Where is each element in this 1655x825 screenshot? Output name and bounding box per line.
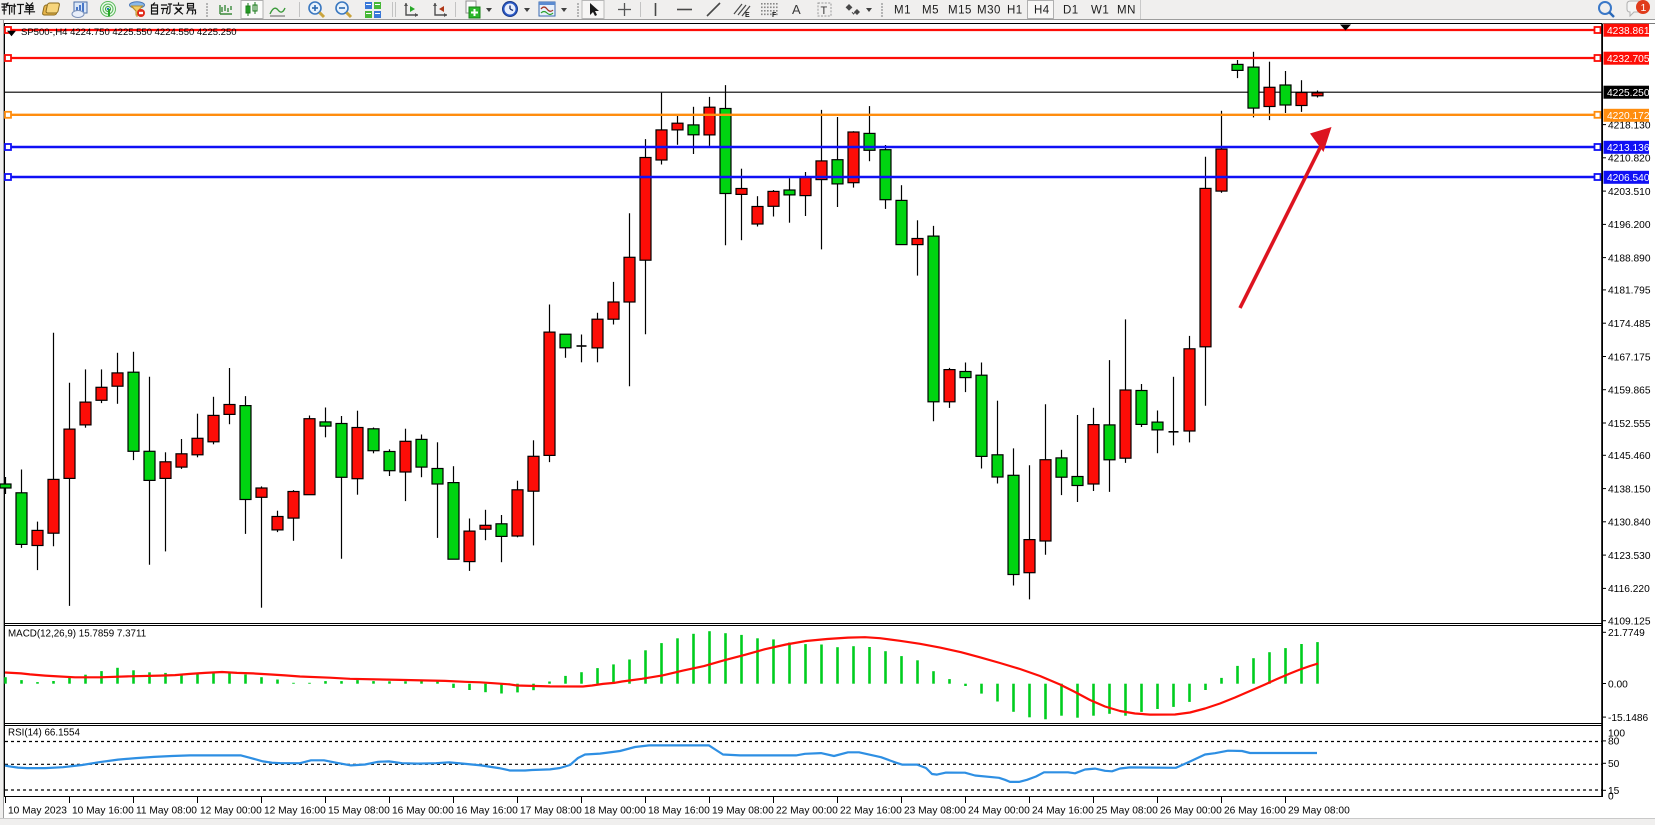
svg-text:18 May 16:00: 18 May 16:00 (648, 806, 710, 817)
svg-text:21.7749: 21.7749 (1608, 628, 1645, 639)
svg-text:4145.460: 4145.460 (1608, 451, 1651, 462)
svg-text:4152.555: 4152.555 (1608, 419, 1651, 430)
svg-text:16 May 00:00: 16 May 00:00 (392, 806, 454, 817)
svg-text:RSI(14) 66.1554: RSI(14) 66.1554 (8, 728, 80, 739)
svg-text:4210.820: 4210.820 (1608, 154, 1651, 165)
svg-text:4123.530: 4123.530 (1608, 551, 1651, 562)
svg-text:4116.220: 4116.220 (1608, 584, 1650, 595)
svg-text:100: 100 (1608, 729, 1625, 740)
svg-text:M15: M15 (948, 5, 972, 17)
svg-text:23 May 08:00: 23 May 08:00 (904, 806, 966, 817)
svg-text:A: A (792, 2, 801, 17)
svg-text:18 May 00:00: 18 May 00:00 (584, 806, 646, 817)
svg-text:10 May 2023: 10 May 2023 (8, 806, 67, 817)
svg-text:-15.1486: -15.1486 (1608, 713, 1649, 724)
svg-text:16 May 16:00: 16 May 16:00 (456, 806, 518, 817)
svg-text:11 May 08:00: 11 May 08:00 (136, 806, 197, 817)
svg-text:F: F (772, 12, 777, 19)
svg-text:4218.130: 4218.130 (1608, 120, 1651, 131)
svg-text:0.00: 0.00 (1608, 679, 1628, 690)
svg-text:SP500-,H4 4224.750 4225.550 4: SP500-,H4 4224.750 4225.550 4224.550 422… (21, 27, 237, 38)
svg-text:80: 80 (1608, 737, 1620, 748)
svg-text:W1: W1 (1091, 5, 1109, 17)
svg-text:12 May 00:00: 12 May 00:00 (200, 806, 262, 817)
svg-text:26 May 00:00: 26 May 00:00 (1160, 806, 1222, 817)
svg-text:H4: H4 (1034, 5, 1050, 17)
svg-text:H1: H1 (1007, 5, 1023, 17)
svg-text:22 May 00:00: 22 May 00:00 (776, 806, 838, 817)
svg-text:4203.510: 4203.510 (1608, 187, 1651, 198)
svg-text:24 May 16:00: 24 May 16:00 (1032, 806, 1094, 817)
svg-text:26 May 16:00: 26 May 16:00 (1224, 806, 1286, 817)
svg-text:12 May 16:00: 12 May 16:00 (264, 806, 326, 817)
svg-text:4220.172: 4220.172 (1607, 111, 1650, 122)
svg-text:4238.861: 4238.861 (1607, 26, 1650, 37)
svg-text:22 May 16:00: 22 May 16:00 (840, 806, 902, 817)
svg-text:4159.865: 4159.865 (1608, 386, 1651, 397)
svg-text:15 May 08:00: 15 May 08:00 (328, 806, 390, 817)
svg-text:4188.890: 4188.890 (1608, 253, 1651, 264)
svg-text:25 May 08:00: 25 May 08:00 (1096, 806, 1158, 817)
svg-text:4206.540: 4206.540 (1607, 173, 1650, 184)
svg-text:MN: MN (1117, 5, 1136, 17)
svg-text:15: 15 (1608, 786, 1620, 797)
svg-text:M30: M30 (977, 5, 1001, 17)
svg-text:29 May 08:00: 29 May 08:00 (1288, 806, 1350, 817)
svg-text:4196.200: 4196.200 (1608, 220, 1651, 231)
svg-text:4181.795: 4181.795 (1608, 286, 1651, 297)
svg-text:4167.175: 4167.175 (1608, 352, 1651, 363)
svg-text:4174.485: 4174.485 (1608, 319, 1651, 330)
svg-text:M1: M1 (894, 5, 911, 17)
svg-text:E: E (745, 12, 750, 19)
svg-text:1: 1 (1641, 2, 1647, 14)
svg-text:4232.705: 4232.705 (1607, 54, 1650, 65)
svg-text:MACD(12,26,9) 15.7859 7.3711: MACD(12,26,9) 15.7859 7.3711 (8, 629, 146, 640)
svg-text:24 May 00:00: 24 May 00:00 (968, 806, 1030, 817)
svg-text:4225.250: 4225.250 (1607, 88, 1650, 99)
svg-text:4109.125: 4109.125 (1608, 617, 1651, 628)
svg-text:4130.840: 4130.840 (1608, 518, 1651, 529)
svg-text:17 May 08:00: 17 May 08:00 (520, 806, 582, 817)
svg-text:19 May 08:00: 19 May 08:00 (712, 806, 774, 817)
svg-text:10 May 16:00: 10 May 16:00 (72, 806, 134, 817)
svg-text:D1: D1 (1063, 5, 1079, 17)
svg-text:4213.136: 4213.136 (1607, 143, 1650, 154)
svg-text:4138.150: 4138.150 (1608, 484, 1651, 495)
svg-text:50: 50 (1608, 759, 1620, 770)
svg-text:T: T (821, 5, 828, 17)
svg-text:0: 0 (1608, 791, 1614, 802)
svg-text:M5: M5 (922, 5, 939, 17)
